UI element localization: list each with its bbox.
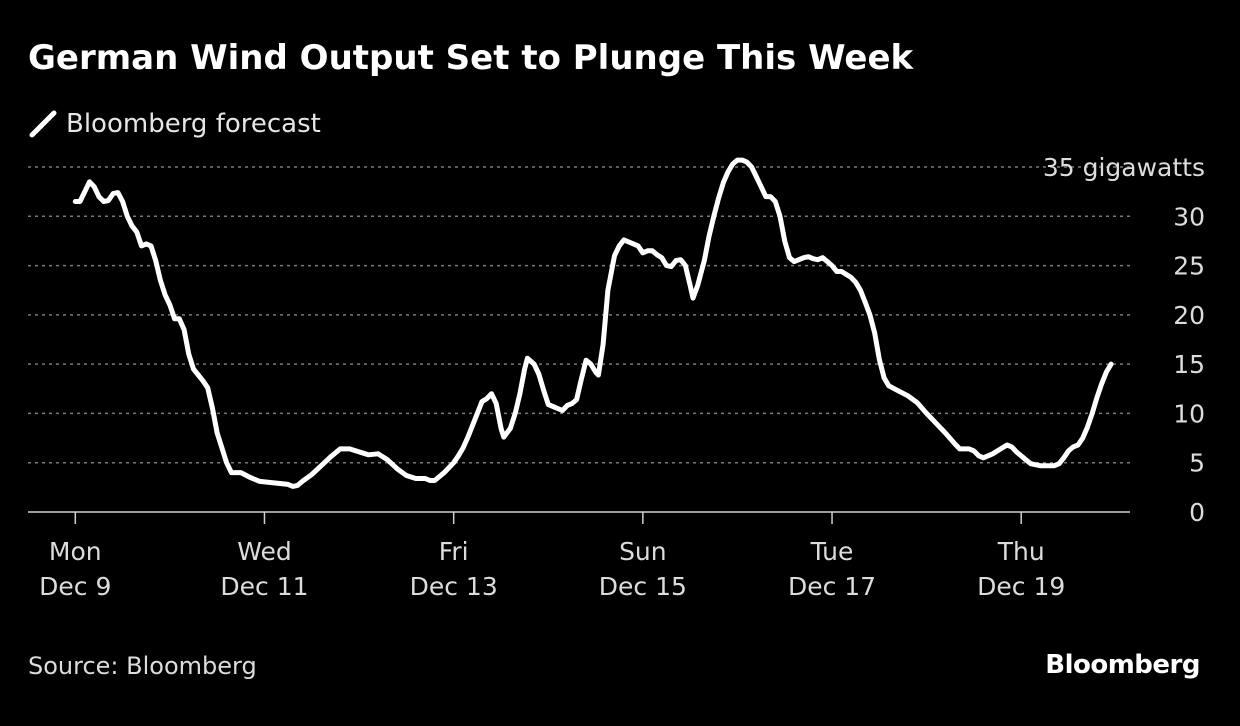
chart-title: German Wind Output Set to Plunge This We… [28,38,914,78]
gridlines [28,166,1130,513]
x-tick-day: Fri [439,537,469,566]
y-tick-label: 5 [1189,449,1205,478]
y-axis-ticks: 0 5 10 15 20 25 30 35 gigawatts [1043,153,1205,527]
x-tick-day: Mon [49,537,102,566]
y-tick-label: 25 [1173,252,1205,281]
y-tick-label: 15 [1173,350,1205,379]
x-tick-day: Thu [997,537,1045,566]
x-tick-date: Dec 17 [788,572,876,601]
y-tick-label: 10 [1173,399,1205,428]
x-tick-day: Tue [810,537,854,566]
x-tick-day: Sun [619,537,667,566]
series-group [72,157,1114,489]
x-tick-day: Wed [237,537,292,566]
legend: Bloomberg forecast [28,106,321,142]
y-tick-label: 0 [1189,498,1205,527]
x-tick-date: Dec 9 [39,572,111,601]
legend-line-icon [29,110,57,138]
y-tick-label: 35 gigawatts [1043,153,1205,182]
x-tick-date: Dec 11 [220,572,308,601]
y-tick-label: 30 [1173,202,1205,231]
x-tick-date: Dec 13 [410,572,498,601]
x-axis: Mon Dec 9 Wed Dec 11 Fri Dec 13 Sun Dec 15 Tue De… [39,512,1065,601]
series-line-bloomberg-forecast [72,157,1114,489]
x-tick-date: Dec 19 [977,572,1065,601]
x-tick-date: Dec 15 [599,572,687,601]
source-note: Source: Bloomberg [28,652,257,680]
y-tick-label: 20 [1173,301,1205,330]
legend-label: Bloomberg forecast [66,109,321,139]
bloomberg-logo: Bloomberg [1045,650,1200,680]
